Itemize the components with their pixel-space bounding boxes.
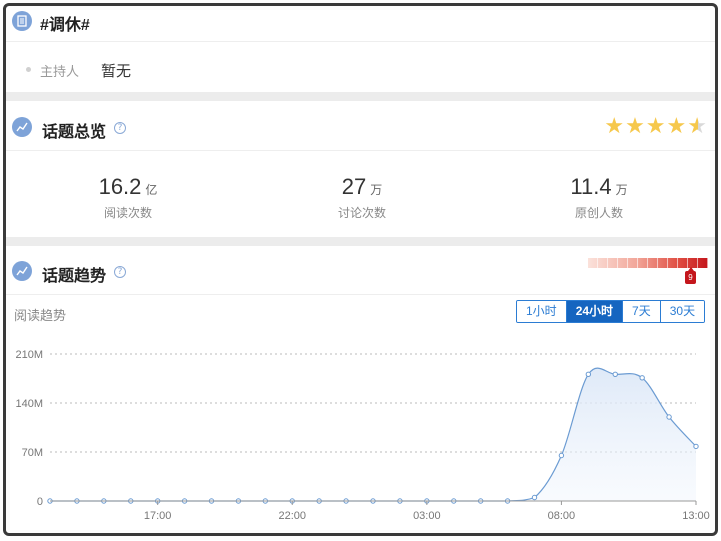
trend-title: 话题趋势 — [42, 268, 107, 285]
data-point[interactable] — [693, 443, 699, 450]
stat-label: 讨论次数 — [337, 206, 386, 220]
x-tick-label: 08:00 — [548, 510, 576, 522]
section-separator — [6, 237, 715, 246]
data-point[interactable] — [531, 494, 538, 501]
rating-stars: ★ ★ ★ ★ ★ — [604, 116, 707, 138]
star-icon: ★ — [604, 114, 625, 139]
star-icon: ★ — [666, 114, 687, 139]
star-icon: ★ — [625, 114, 645, 139]
topic-title: #调休# — [40, 17, 90, 34]
stat-unit: 亿 — [145, 183, 158, 197]
stat-discussion-count: 27 万 讨论次数 — [262, 174, 462, 221]
trend-chart: 0 70M 140M 210M 17:00 22:00 03:00 08:00 13:00 — [15, 349, 710, 522]
tab-1-hour[interactable]: 1小时 — [517, 301, 566, 322]
tab-7-days[interactable]: 7天 — [622, 301, 660, 322]
y-tick-label: 210M — [15, 349, 43, 361]
stat-unit: 万 — [615, 183, 628, 197]
tab-30-days[interactable]: 30天 — [659, 301, 705, 322]
divider — [6, 41, 715, 42]
stat-label: 原创人数 — [574, 206, 623, 220]
question-icon[interactable]: ? — [114, 122, 126, 134]
bullet-dot — [26, 67, 31, 72]
host-label: 主持人 — [40, 64, 80, 79]
chart-label: 阅读趋势 — [14, 308, 67, 323]
heat-level-marker: 9 — [685, 267, 696, 284]
data-point[interactable] — [558, 452, 565, 459]
data-point[interactable] — [666, 414, 672, 420]
x-tick-label: 17:00 — [144, 510, 172, 522]
chart-icon — [12, 117, 32, 137]
document-icon — [12, 11, 32, 31]
stat-read-count: 16.2 亿 阅读次数 — [28, 174, 228, 221]
y-tick-label: 0 — [37, 496, 43, 508]
y-tick-label: 70M — [22, 447, 43, 459]
data-point[interactable] — [639, 375, 645, 381]
half-star-icon: ★ — [687, 114, 707, 139]
time-range-tabs: 1小时 24小时 7天 30天 — [516, 300, 706, 323]
stat-value: 27 — [341, 174, 367, 199]
overview-title: 话题总览 — [42, 124, 107, 141]
x-tick-label: 22:00 — [278, 510, 306, 522]
host-value: 暂无 — [101, 63, 132, 80]
divider — [6, 150, 715, 151]
tab-24-hours[interactable]: 24小时 — [565, 301, 623, 322]
heat-level-bar — [588, 258, 708, 268]
y-tick-label: 140M — [15, 398, 43, 410]
x-tick-label: 03:00 — [413, 510, 441, 522]
chart-icon — [12, 261, 32, 281]
divider — [6, 294, 715, 295]
stat-value: 16.2 — [98, 174, 142, 199]
stat-label: 阅读次数 — [103, 206, 152, 220]
data-point[interactable] — [612, 371, 618, 377]
question-icon[interactable]: ? — [114, 266, 126, 278]
x-tick-label: 13:00 — [682, 510, 710, 522]
data-point[interactable] — [585, 371, 592, 377]
section-separator — [6, 92, 715, 101]
series-area — [50, 368, 696, 501]
topic-panel: #调休# 主持人 暂无 话题总览 ? ★ ★ ★ ★ ★ 16.2 亿 阅读次数 … — [3, 3, 718, 536]
stat-unit: 万 — [370, 183, 383, 197]
stat-original-users: 11.4 万 原创人数 — [499, 174, 699, 221]
star-icon: ★ — [645, 114, 666, 139]
stat-value: 11.4 — [570, 174, 612, 199]
